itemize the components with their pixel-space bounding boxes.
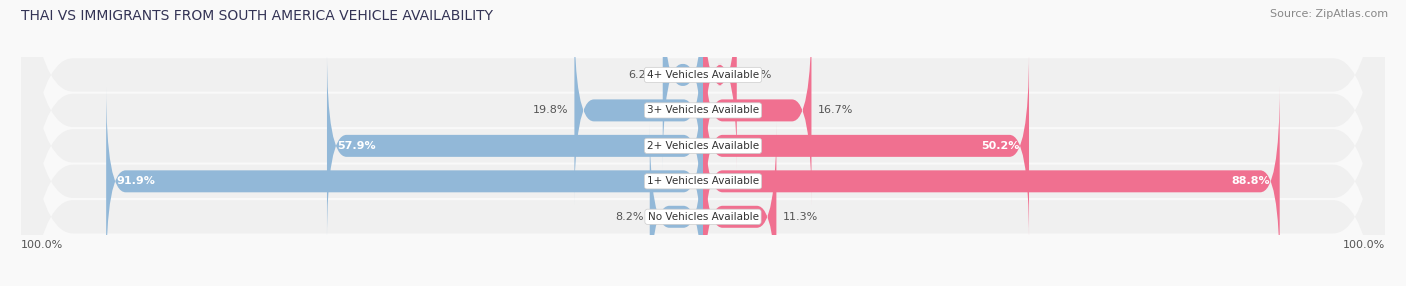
FancyBboxPatch shape (21, 0, 1385, 286)
Text: 6.2%: 6.2% (628, 70, 657, 80)
FancyBboxPatch shape (575, 15, 703, 206)
Text: THAI VS IMMIGRANTS FROM SOUTH AMERICA VEHICLE AVAILABILITY: THAI VS IMMIGRANTS FROM SOUTH AMERICA VE… (21, 9, 494, 23)
FancyBboxPatch shape (703, 86, 1279, 277)
FancyBboxPatch shape (662, 0, 703, 170)
Text: 2+ Vehicles Available: 2+ Vehicles Available (647, 141, 759, 151)
Text: 88.8%: 88.8% (1232, 176, 1270, 186)
Text: 100.0%: 100.0% (1343, 240, 1385, 250)
Text: 4+ Vehicles Available: 4+ Vehicles Available (647, 70, 759, 80)
FancyBboxPatch shape (328, 50, 703, 241)
Text: 3+ Vehicles Available: 3+ Vehicles Available (647, 106, 759, 115)
FancyBboxPatch shape (21, 0, 1385, 286)
Text: 50.2%: 50.2% (981, 141, 1019, 151)
FancyBboxPatch shape (650, 121, 703, 286)
Text: 91.9%: 91.9% (115, 176, 155, 186)
FancyBboxPatch shape (703, 0, 737, 170)
FancyBboxPatch shape (21, 0, 1385, 286)
FancyBboxPatch shape (21, 0, 1385, 286)
FancyBboxPatch shape (703, 121, 776, 286)
Text: 100.0%: 100.0% (21, 240, 63, 250)
Text: 11.3%: 11.3% (783, 212, 818, 222)
FancyBboxPatch shape (703, 15, 811, 206)
Text: 57.9%: 57.9% (336, 141, 375, 151)
FancyBboxPatch shape (107, 86, 703, 277)
Text: 16.7%: 16.7% (818, 106, 853, 115)
Text: Source: ZipAtlas.com: Source: ZipAtlas.com (1270, 9, 1388, 19)
Text: No Vehicles Available: No Vehicles Available (648, 212, 758, 222)
FancyBboxPatch shape (703, 50, 1029, 241)
FancyBboxPatch shape (21, 0, 1385, 286)
Text: 8.2%: 8.2% (614, 212, 644, 222)
Text: 5.2%: 5.2% (744, 70, 772, 80)
Text: 19.8%: 19.8% (533, 106, 568, 115)
Text: 1+ Vehicles Available: 1+ Vehicles Available (647, 176, 759, 186)
